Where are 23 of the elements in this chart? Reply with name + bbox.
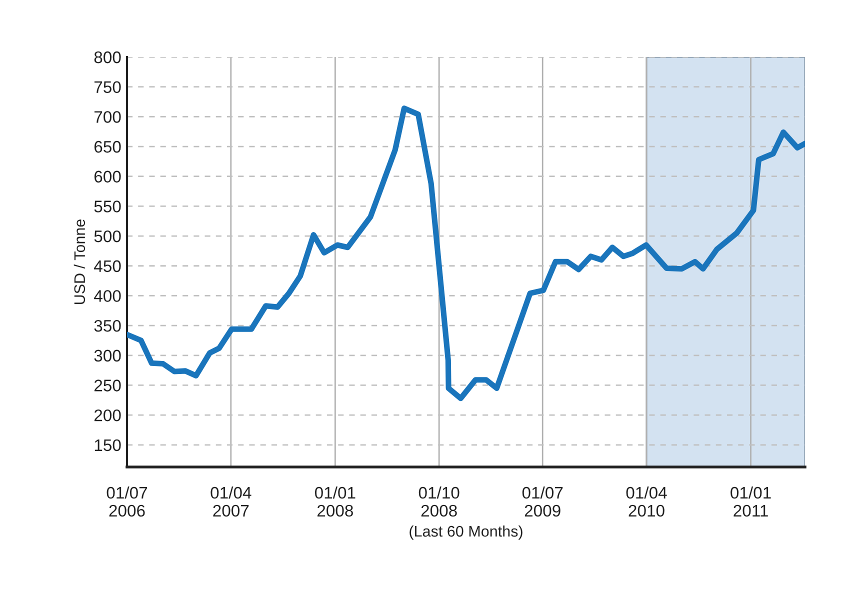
x-tick-label: 01/07 2006 [106,486,148,517]
x-tick-label: 01/01 2008 [314,486,356,517]
y-tick-label: 400 [94,290,121,302]
y-tick-label: 200 [94,409,121,422]
y-tick-label: 750 [94,81,121,94]
y-tick-label: 800 [94,51,121,64]
y-tick-label: 250 [94,380,121,392]
y-tick-label: 500 [94,230,121,242]
x-tick-label: 01/04 2007 [210,486,252,517]
x-tick-label: 01/01 2011 [730,486,771,517]
x-axis-title: (Last 60 Months) [410,525,522,540]
y-axis-title: USD / Tonne [74,220,86,304]
y-tick-label: 150 [94,439,121,452]
y-tick-label: 600 [94,170,121,183]
x-tick-label: 01/10 2008 [418,486,460,517]
y-tick-label: 650 [94,140,121,153]
y-tick-label: 350 [94,320,121,332]
y-tick-label: 450 [94,260,121,272]
x-tick-label: 01/04 2010 [626,486,667,517]
x-tick-label: 01/07 2009 [522,486,563,517]
y-tick-label: 700 [94,111,121,123]
y-tick-label: 300 [94,350,121,362]
y-tick-label: 550 [94,200,121,212]
